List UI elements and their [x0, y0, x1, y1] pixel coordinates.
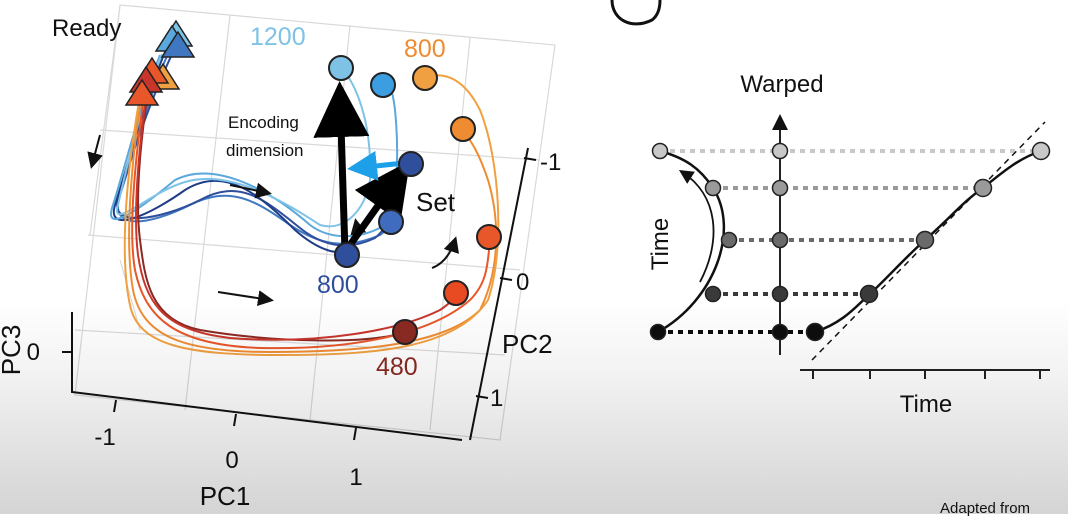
warping-points: [649, 141, 1051, 342]
state-space-plot: 0 PC3 -1 0 1 PC1 -1 0 1 PC2: [0, 4, 561, 511]
state-circle-900: [378, 209, 404, 235]
state-markers: [328, 55, 502, 345]
pc2-axis: -1 0 1 PC2: [469, 147, 561, 441]
pc3-axis: 0 PC3: [0, 312, 463, 441]
interval-label-800-blue: 800: [317, 271, 359, 299]
axis-point-1: [771, 323, 789, 341]
curve-point-3: [915, 230, 935, 250]
curve-point-1: [805, 322, 825, 342]
arc-point-2: [704, 285, 722, 303]
pc2-tick-neg1: -1: [540, 149, 561, 176]
pc1-tick-1: 1: [349, 464, 362, 491]
state-circle-480: [392, 319, 418, 345]
time-arc-arrow: [678, 170, 715, 283]
curve-point-2: [859, 284, 879, 304]
warped-axis-label: Warped: [740, 71, 823, 98]
state-circle-1100: [370, 72, 396, 98]
ready-label: Ready: [52, 15, 121, 42]
red-trajectories: [123, 74, 500, 357]
state-circle-750: [450, 116, 476, 142]
encoding-arrow-to-800: [342, 160, 411, 255]
time-axis: [800, 369, 1050, 379]
state-circle-600: [443, 280, 469, 306]
time-arc: [657, 149, 726, 334]
axis-point-4: [771, 179, 789, 197]
footer-credit: Adapted from: [940, 500, 1031, 517]
pc2-tick-0: 0: [516, 269, 529, 296]
arc-point-3: [720, 231, 738, 249]
interval-label-800-orange: 800: [404, 35, 446, 63]
time-axis-label: Time: [900, 391, 952, 418]
interval-label-1200: 1200: [250, 23, 306, 51]
time-warping-diagram: Warped Time Time: [647, 71, 1051, 418]
curve-point-4: [973, 178, 993, 198]
flow-arrow-curve-set: [431, 236, 459, 269]
ready-triangle-520: [124, 78, 160, 106]
ready-triangle-1000: [160, 30, 196, 58]
arc-point-4: [704, 179, 722, 197]
pc1-tick-neg1: -1: [94, 424, 115, 451]
flow-arrow-right-lower: [217, 290, 274, 307]
axis-point-3: [771, 231, 789, 249]
axis-point-5: [771, 142, 789, 160]
encoding-dimension-arrow: [347, 150, 405, 181]
pc1-axis-label: PC1: [200, 481, 251, 511]
encoding-arrow-to-1200: [313, 81, 370, 253]
state-circle-800-orange: [412, 65, 438, 91]
pc3-axis-label: PC3: [0, 325, 26, 376]
pc3-tick-0: 0: [27, 339, 40, 366]
encoding-dimension-label-line2: dimension: [226, 141, 304, 160]
pc1-tick-0: 0: [225, 447, 238, 474]
cropped-title-fragment: [610, 0, 662, 26]
encoding-dimension-label-line1: Encoding: [228, 113, 299, 132]
arc-point-1: [649, 323, 667, 341]
curve-point-5: [1031, 141, 1051, 161]
arc-point-5: [651, 142, 669, 160]
time-arc-label: Time: [647, 218, 674, 270]
axis-point-2: [771, 285, 789, 303]
state-circle-1000: [398, 151, 424, 177]
state-circle-700: [476, 224, 502, 250]
projection-lines: [658, 149, 1041, 334]
flow-arrow-right-upper: [229, 182, 272, 199]
pc2-axis-label: PC2: [502, 329, 553, 359]
set-label: Set: [416, 187, 456, 217]
flow-arrow-down: [87, 134, 103, 169]
encoding-arrows: [313, 81, 411, 255]
pc2-tick-1: 1: [490, 385, 503, 412]
interval-label-480: 480: [376, 353, 418, 381]
ready-markers: [124, 19, 196, 106]
state-circle-800-blue: [334, 242, 360, 268]
pc1-axis: -1 0 1 PC1: [94, 399, 363, 511]
state-circle-1200: [328, 55, 354, 81]
